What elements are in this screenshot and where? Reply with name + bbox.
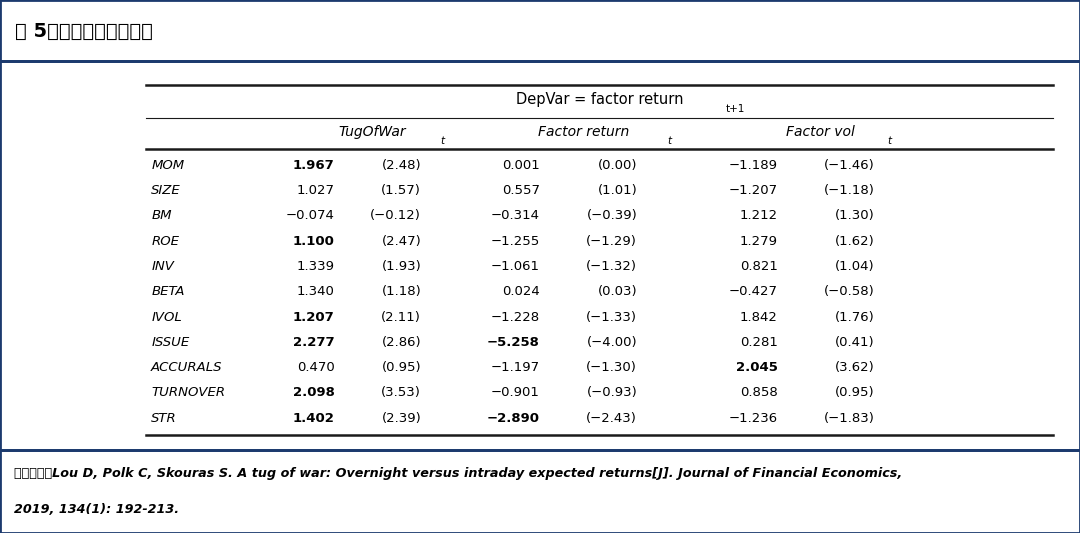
Text: (−0.12): (−0.12) xyxy=(370,209,421,222)
Text: −2.890: −2.890 xyxy=(487,412,540,425)
Text: IVOL: IVOL xyxy=(151,311,181,324)
Text: TugOfWar: TugOfWar xyxy=(339,125,406,139)
Text: 1.100: 1.100 xyxy=(293,235,335,248)
Text: (3.53): (3.53) xyxy=(381,386,421,400)
Text: (1.76): (1.76) xyxy=(835,311,875,324)
Text: t: t xyxy=(667,136,672,147)
Text: (1.57): (1.57) xyxy=(381,184,421,197)
Text: Factor vol: Factor vol xyxy=(786,125,855,139)
Text: (1.30): (1.30) xyxy=(835,209,875,222)
Text: (−0.93): (−0.93) xyxy=(586,386,637,400)
Text: (0.95): (0.95) xyxy=(835,386,875,400)
Text: −1.189: −1.189 xyxy=(729,159,778,172)
Text: 1.207: 1.207 xyxy=(293,311,335,324)
Text: −1.236: −1.236 xyxy=(729,412,778,425)
Text: 1.027: 1.027 xyxy=(297,184,335,197)
Text: −0.074: −0.074 xyxy=(286,209,335,222)
Text: t+1: t+1 xyxy=(726,104,745,115)
Text: STR: STR xyxy=(151,412,177,425)
Text: (2.48): (2.48) xyxy=(381,159,421,172)
Text: SIZE: SIZE xyxy=(151,184,181,197)
Text: 1.340: 1.340 xyxy=(297,285,335,298)
Text: 1.339: 1.339 xyxy=(297,260,335,273)
Text: −1.061: −1.061 xyxy=(491,260,540,273)
Text: (1.62): (1.62) xyxy=(835,235,875,248)
Text: ACCURALS: ACCURALS xyxy=(151,361,222,374)
Text: (2.39): (2.39) xyxy=(381,412,421,425)
Text: Factor return: Factor return xyxy=(538,125,629,139)
Text: (−1.83): (−1.83) xyxy=(824,412,875,425)
Text: (1.04): (1.04) xyxy=(835,260,875,273)
Text: −0.427: −0.427 xyxy=(729,285,778,298)
Text: 1.967: 1.967 xyxy=(293,159,335,172)
Text: (0.00): (0.00) xyxy=(597,159,637,172)
Text: ROE: ROE xyxy=(151,235,179,248)
Text: ISSUE: ISSUE xyxy=(151,336,189,349)
Text: 0.821: 0.821 xyxy=(740,260,778,273)
Text: 0.858: 0.858 xyxy=(740,386,778,400)
Text: t: t xyxy=(441,136,445,147)
Text: (−1.32): (−1.32) xyxy=(586,260,637,273)
Text: (0.95): (0.95) xyxy=(381,361,421,374)
Text: 0.001: 0.001 xyxy=(502,159,540,172)
Text: (−1.29): (−1.29) xyxy=(586,235,637,248)
Text: 1.402: 1.402 xyxy=(293,412,335,425)
Text: 0.470: 0.470 xyxy=(297,361,335,374)
Text: MOM: MOM xyxy=(151,159,185,172)
Text: (2.86): (2.86) xyxy=(381,336,421,349)
Text: −1.228: −1.228 xyxy=(491,311,540,324)
Text: (−2.43): (−2.43) xyxy=(586,412,637,425)
Text: BETA: BETA xyxy=(151,285,185,298)
Text: (−1.18): (−1.18) xyxy=(824,184,875,197)
Text: 2.098: 2.098 xyxy=(293,386,335,400)
Text: 0.557: 0.557 xyxy=(502,184,540,197)
Text: (−0.58): (−0.58) xyxy=(824,285,875,298)
Text: −0.314: −0.314 xyxy=(491,209,540,222)
Text: (1.93): (1.93) xyxy=(381,260,421,273)
Text: (−0.39): (−0.39) xyxy=(586,209,637,222)
Text: 0.024: 0.024 xyxy=(502,285,540,298)
Text: (3.62): (3.62) xyxy=(835,361,875,374)
Text: (2.47): (2.47) xyxy=(381,235,421,248)
Text: 1.842: 1.842 xyxy=(740,311,778,324)
Text: 1.279: 1.279 xyxy=(740,235,778,248)
Text: −0.901: −0.901 xyxy=(491,386,540,400)
Text: −1.255: −1.255 xyxy=(490,235,540,248)
Text: BM: BM xyxy=(151,209,172,222)
Text: −5.258: −5.258 xyxy=(487,336,540,349)
Text: (0.03): (0.03) xyxy=(597,285,637,298)
Text: (−4.00): (−4.00) xyxy=(586,336,637,349)
Text: 表 5：预测收盈因子回报: 表 5：预测收盈因子回报 xyxy=(15,22,153,42)
Text: 1.212: 1.212 xyxy=(740,209,778,222)
Text: (1.18): (1.18) xyxy=(381,285,421,298)
Text: 0.281: 0.281 xyxy=(740,336,778,349)
Text: (1.01): (1.01) xyxy=(597,184,637,197)
Text: TURNOVER: TURNOVER xyxy=(151,386,226,400)
Text: INV: INV xyxy=(151,260,174,273)
Text: 2.277: 2.277 xyxy=(293,336,335,349)
Text: −1.207: −1.207 xyxy=(729,184,778,197)
Text: 2.045: 2.045 xyxy=(735,361,778,374)
Text: DepVar = factor return: DepVar = factor return xyxy=(515,92,684,107)
Text: (2.11): (2.11) xyxy=(381,311,421,324)
Text: 资料来源：Lou D, Polk C, Skouras S. A tug of war: Overnight versus intraday expected : 资料来源：Lou D, Polk C, Skouras S. A tug of … xyxy=(14,467,902,480)
Text: t: t xyxy=(888,136,892,147)
Text: (−1.33): (−1.33) xyxy=(586,311,637,324)
Text: (−1.46): (−1.46) xyxy=(824,159,875,172)
Text: (0.41): (0.41) xyxy=(835,336,875,349)
Text: −1.197: −1.197 xyxy=(491,361,540,374)
Text: 2019, 134(1): 192-213.: 2019, 134(1): 192-213. xyxy=(14,503,179,516)
Text: (−1.30): (−1.30) xyxy=(586,361,637,374)
